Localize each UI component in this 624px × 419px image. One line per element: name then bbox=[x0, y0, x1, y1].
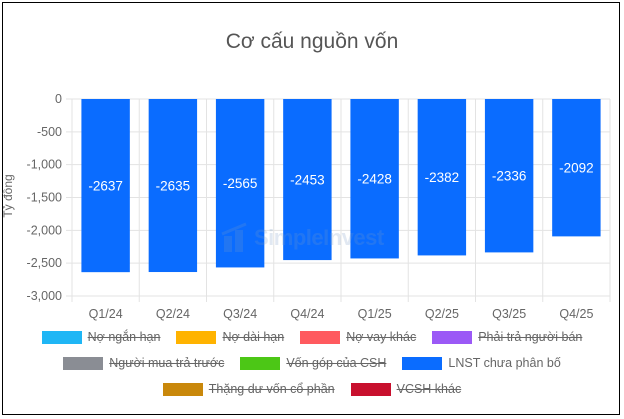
bar[interactable] bbox=[215, 99, 265, 268]
legend-row: Người mua trả trước Vốn góp của CSH LNST c… bbox=[0, 356, 624, 370]
legend-item[interactable]: Thặng dư vốn cổ phần bbox=[162, 382, 335, 396]
legend-item[interactable]: Nợ ngắn hạn bbox=[41, 330, 161, 344]
x-tick-label: Q4/25 bbox=[559, 307, 593, 321]
bar-value-label: -2635 bbox=[156, 179, 191, 194]
legend-label: Phải trả người bán bbox=[478, 330, 583, 344]
x-tick-label: Q4/24 bbox=[290, 307, 324, 321]
y-tick-label: -2,000 bbox=[27, 223, 62, 237]
x-tick-label: Q2/25 bbox=[425, 307, 459, 321]
legend-item[interactable]: Vốn góp của CSH bbox=[240, 356, 386, 370]
bar-value-label: -2453 bbox=[290, 173, 325, 188]
legend-label: Nợ dài hạn bbox=[222, 330, 285, 344]
bar[interactable] bbox=[350, 99, 399, 259]
y-tick-label: -1,500 bbox=[27, 191, 62, 205]
y-tick-label: -500 bbox=[37, 125, 62, 139]
legend-label: Người mua trả trước bbox=[109, 356, 225, 370]
legend-item[interactable]: Nợ vay khác bbox=[300, 330, 416, 344]
x-tick-label: Q3/24 bbox=[223, 307, 257, 321]
legend-item[interactable]: Người mua trả trước bbox=[63, 356, 224, 370]
legend-item[interactable]: LNST chưa phân bố bbox=[402, 356, 561, 370]
bar[interactable] bbox=[417, 99, 467, 256]
bar-series bbox=[81, 99, 601, 273]
bar-value-label: -2382 bbox=[425, 170, 460, 185]
legend-row: Nợ ngắn hạn Nợ dài hạn Nợ vay khác Phải trả… bbox=[0, 330, 624, 344]
y-tick-label: -1,000 bbox=[27, 158, 62, 172]
legend-label: Nợ vay khác bbox=[346, 330, 417, 344]
chart-title: Cơ cấu nguồn vốn bbox=[226, 30, 399, 53]
axes: 0 -500 -1,000 -1,500 -2,000 -2,500 -3,000 Q1/24… bbox=[27, 92, 594, 321]
legend-label: Thặng dư vốn cổ phần bbox=[208, 382, 335, 396]
y-tick-label: 0 bbox=[55, 92, 62, 106]
x-tick-label: Q2/24 bbox=[156, 307, 190, 321]
legend-swatch bbox=[162, 382, 203, 396]
x-tick-label: Q1/25 bbox=[358, 307, 392, 321]
legend-swatch bbox=[176, 330, 217, 344]
x-tick-label: Q3/25 bbox=[492, 307, 526, 321]
bar-value-label: -2565 bbox=[223, 176, 258, 191]
legend-label: LNST chưa phân bố bbox=[448, 356, 561, 370]
watermark-text: SimpleInvest bbox=[254, 225, 384, 250]
legend-row: Thặng dư vốn cổ phần VCSH khác bbox=[0, 382, 624, 396]
legend-swatch bbox=[63, 356, 104, 370]
legend-item[interactable]: Nợ dài hạn bbox=[176, 330, 284, 344]
bar-value-label: -2336 bbox=[492, 169, 527, 184]
legend-swatch bbox=[350, 382, 391, 396]
bar[interactable] bbox=[283, 99, 332, 261]
legend-swatch bbox=[402, 356, 443, 370]
bar[interactable] bbox=[484, 99, 534, 253]
legend-swatch bbox=[41, 330, 82, 344]
legend-swatch bbox=[240, 356, 281, 370]
bar[interactable] bbox=[552, 99, 601, 237]
bar-value-label: -2428 bbox=[357, 172, 392, 187]
legend-swatch bbox=[432, 330, 473, 344]
legend-label: VCSH khác bbox=[396, 382, 462, 396]
legend-swatch bbox=[300, 330, 341, 344]
legend-label: Nợ ngắn hạn bbox=[87, 330, 161, 344]
y-tick-label: -3,000 bbox=[27, 289, 62, 303]
legend-item[interactable]: Phải trả người bán bbox=[432, 330, 582, 344]
bar[interactable] bbox=[148, 99, 198, 273]
y-tick-label: -2,500 bbox=[27, 256, 62, 270]
bar[interactable] bbox=[81, 99, 130, 273]
data-labels: -2637 -2635 -2565 -2453 -2428 -2382 -2336 -2092 bbox=[88, 161, 593, 194]
y-axis-label: Tỷ đồng bbox=[1, 174, 15, 217]
watermark: SimpleInvest bbox=[220, 222, 384, 254]
x-tick-label: Q1/24 bbox=[89, 307, 123, 321]
watermark-logo-icon bbox=[221, 222, 247, 252]
legend-label: Vốn góp của CSH bbox=[286, 356, 387, 370]
bar-value-label: -2637 bbox=[88, 179, 123, 194]
bar-value-label: -2092 bbox=[559, 161, 594, 176]
legend-item[interactable]: VCSH khác bbox=[350, 382, 462, 396]
